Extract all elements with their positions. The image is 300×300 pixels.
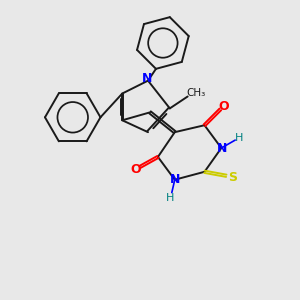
Text: N: N — [142, 72, 152, 85]
Text: H: H — [235, 133, 243, 143]
Text: N: N — [169, 173, 180, 186]
Text: CH₃: CH₃ — [186, 88, 205, 98]
Text: H: H — [166, 193, 174, 202]
Text: S: S — [228, 171, 237, 184]
Text: O: O — [218, 100, 229, 113]
Text: N: N — [217, 142, 227, 154]
Text: O: O — [131, 163, 141, 176]
